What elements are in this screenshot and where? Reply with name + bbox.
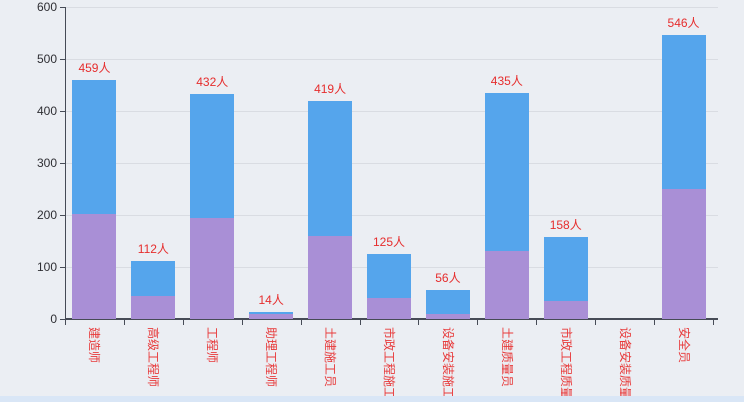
x-axis-tick-4 bbox=[300, 320, 302, 325]
y-axis-label-0: 0 bbox=[50, 312, 57, 326]
x-axis-category-label-土建施工员: 土建施工员 bbox=[323, 327, 338, 388]
bar-土建质量员-lower-purple-segment[interactable] bbox=[484, 251, 529, 319]
y-axis-label-300: 300 bbox=[36, 156, 57, 170]
bar-市政工程施工-lower-purple-segment[interactable] bbox=[367, 298, 411, 319]
x-axis-tick-11 bbox=[713, 320, 714, 325]
y-axis-tick-500 bbox=[60, 59, 65, 60]
y-axis-tick-200 bbox=[60, 215, 65, 216]
y-axis-label-600: 600 bbox=[36, 0, 57, 14]
x-axis-tick-10 bbox=[654, 320, 656, 325]
bar-土建质量员-upper-blue-segment[interactable] bbox=[484, 92, 529, 252]
bar-建造师-upper-blue-segment[interactable] bbox=[72, 80, 117, 214]
bottom-strip bbox=[0, 396, 744, 402]
y-axis-label-200: 200 bbox=[36, 208, 57, 222]
bar-工程师-lower-purple-segment[interactable] bbox=[190, 217, 235, 319]
bar-市政工程质量-upper-blue-segment[interactable] bbox=[543, 236, 588, 301]
value-label-建造师: 459人 bbox=[78, 61, 111, 76]
x-axis-category-label-设备安装施工: 设备安装施工 bbox=[440, 327, 455, 400]
x-axis-tick-3 bbox=[241, 320, 243, 325]
bar-土建施工员-lower-purple-segment[interactable] bbox=[308, 235, 353, 319]
y-axis-label-100: 100 bbox=[36, 260, 57, 274]
x-axis-tick-5 bbox=[359, 320, 361, 325]
y-axis-tick-400 bbox=[60, 111, 65, 112]
bar-设备安装施工-lower-purple-segment[interactable] bbox=[425, 313, 470, 319]
gridline-500 bbox=[65, 59, 718, 60]
y-axis-tick-100 bbox=[60, 267, 65, 268]
bar-助理工程师-lower-purple-segment[interactable] bbox=[249, 314, 294, 319]
y-axis-label-400: 400 bbox=[36, 104, 57, 118]
x-axis-tick-7 bbox=[477, 320, 479, 325]
x-axis-tick-8 bbox=[536, 320, 538, 325]
x-axis-tick-1 bbox=[123, 320, 125, 325]
y-axis-label-500: 500 bbox=[36, 52, 57, 66]
x-axis-category-label-助理工程师: 助理工程师 bbox=[264, 327, 279, 388]
x-axis-category-label-市政工程质量: 市政工程质量 bbox=[558, 327, 573, 400]
x-axis-tick-6 bbox=[418, 320, 420, 325]
x-axis-category-label-设备安装质量: 设备安装质量 bbox=[617, 327, 632, 400]
value-label-助理工程师: 14人 bbox=[258, 292, 284, 307]
bar-助理工程师-upper-blue-segment[interactable] bbox=[249, 311, 294, 315]
value-label-土建质量员: 435人 bbox=[490, 73, 523, 88]
bar-设备安装施工-upper-blue-segment[interactable] bbox=[425, 289, 470, 314]
y-axis-tick-0 bbox=[60, 319, 65, 320]
bar-土建施工员-upper-blue-segment[interactable] bbox=[308, 101, 353, 236]
bar-安全员-lower-purple-segment[interactable] bbox=[661, 189, 706, 319]
bar-高级工程师-upper-blue-segment[interactable] bbox=[131, 260, 176, 296]
x-axis-category-label-市政工程施工: 市政工程施工 bbox=[382, 327, 396, 400]
x-axis-category-label-高级工程师: 高级工程师 bbox=[146, 327, 161, 388]
bar-建造师-lower-purple-segment[interactable] bbox=[72, 213, 117, 319]
gridline-400 bbox=[65, 111, 718, 112]
bar-高级工程师-lower-purple-segment[interactable] bbox=[131, 295, 176, 319]
value-label-市政工程施工: 125人 bbox=[372, 235, 406, 249]
x-axis-tick-9 bbox=[595, 320, 597, 325]
y-axis-tick-600 bbox=[60, 7, 65, 8]
y-axis-tick-300 bbox=[60, 163, 65, 164]
gridline-600 bbox=[65, 7, 718, 8]
bar-安全员-upper-blue-segment[interactable] bbox=[661, 35, 706, 189]
value-label-高级工程师: 112人 bbox=[137, 241, 169, 256]
x-axis-category-label-工程师: 工程师 bbox=[205, 327, 220, 364]
x-axis-line bbox=[65, 318, 718, 320]
bar-市政工程施工-upper-blue-segment[interactable] bbox=[367, 254, 411, 299]
gridline-300 bbox=[65, 163, 718, 164]
value-label-设备安装施工: 56人 bbox=[435, 270, 461, 285]
bar-工程师-upper-blue-segment[interactable] bbox=[190, 94, 235, 218]
gridline-200 bbox=[65, 215, 718, 216]
bar-市政工程质量-lower-purple-segment[interactable] bbox=[543, 300, 588, 319]
value-label-安全员: 546人 bbox=[667, 16, 700, 31]
x-axis-category-label-安全员: 安全员 bbox=[676, 327, 691, 364]
x-axis-category-label-建造师: 建造师 bbox=[87, 327, 102, 364]
value-label-土建施工员: 419人 bbox=[314, 82, 347, 97]
x-axis-tick-0 bbox=[65, 320, 66, 325]
x-axis-category-label-土建质量员: 土建质量员 bbox=[499, 327, 514, 388]
value-label-工程师: 432人 bbox=[196, 75, 229, 90]
x-axis-tick-2 bbox=[182, 320, 184, 325]
y-axis-line bbox=[65, 7, 66, 319]
value-label-市政工程质量: 158人 bbox=[549, 217, 582, 232]
